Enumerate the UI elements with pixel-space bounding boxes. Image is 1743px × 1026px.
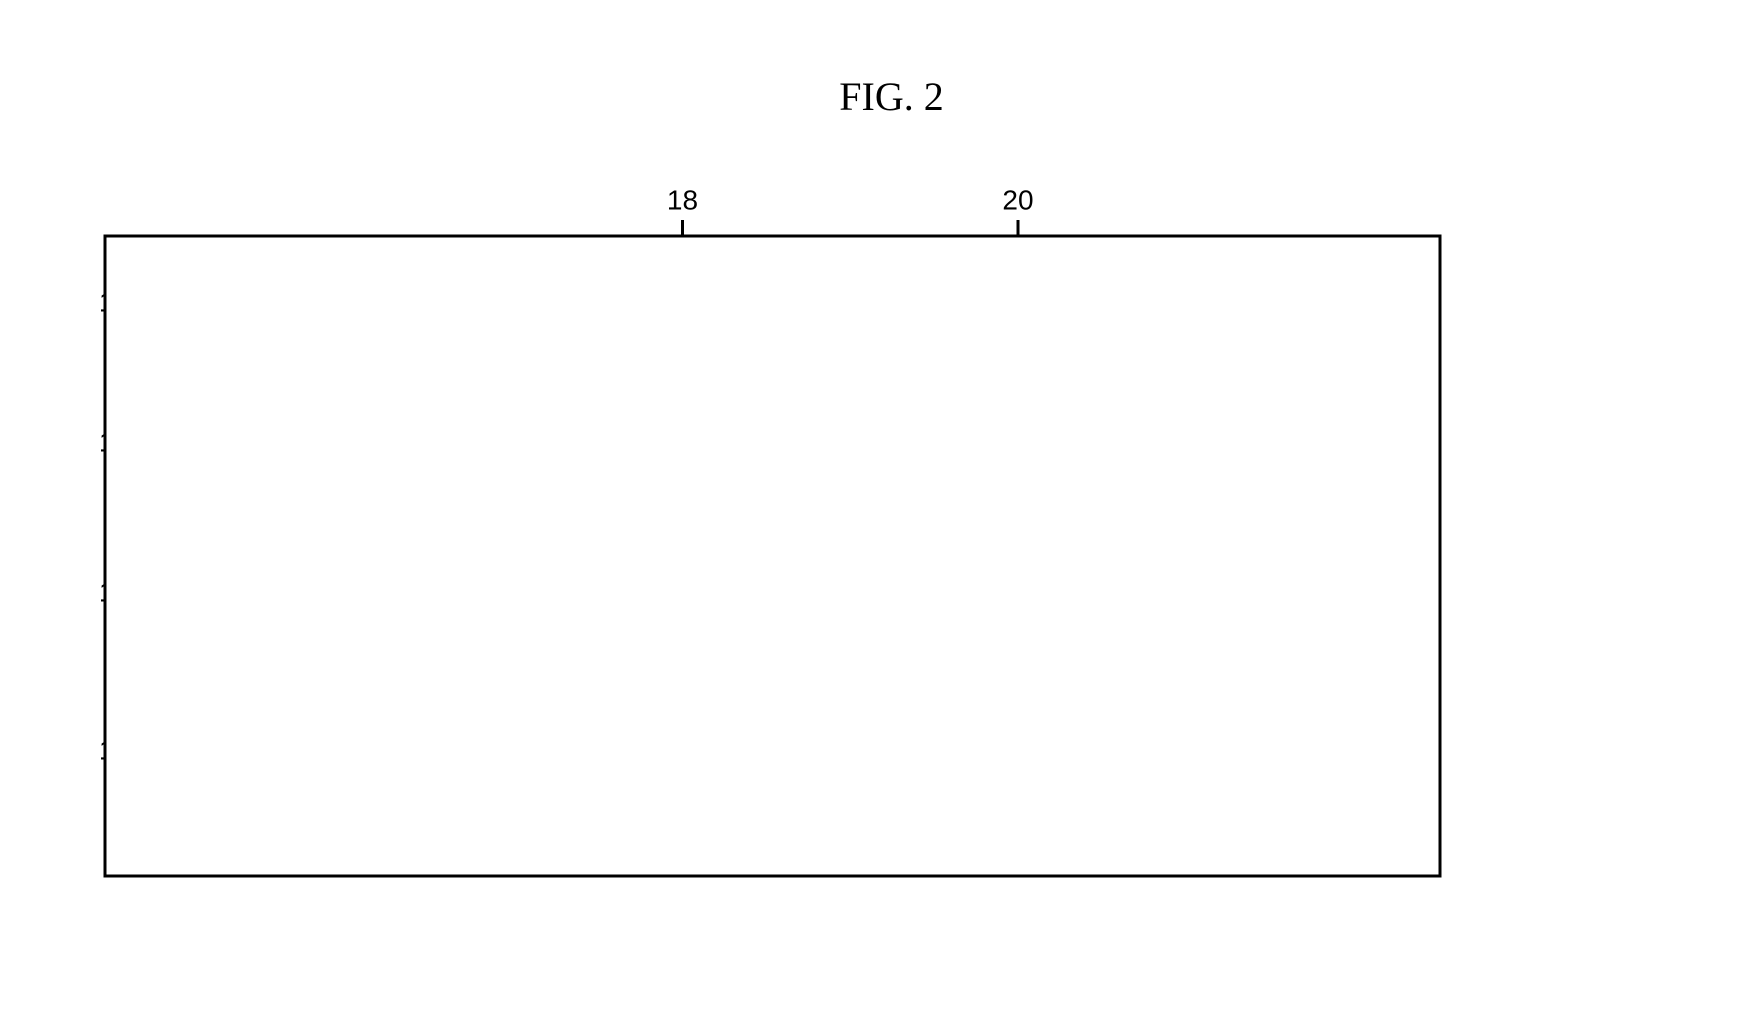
outer-frame	[105, 236, 1440, 876]
figure-title: FIG. 2	[839, 74, 943, 119]
controller-ref: 18	[667, 184, 698, 215]
driver-ref: 20	[1002, 184, 1033, 215]
